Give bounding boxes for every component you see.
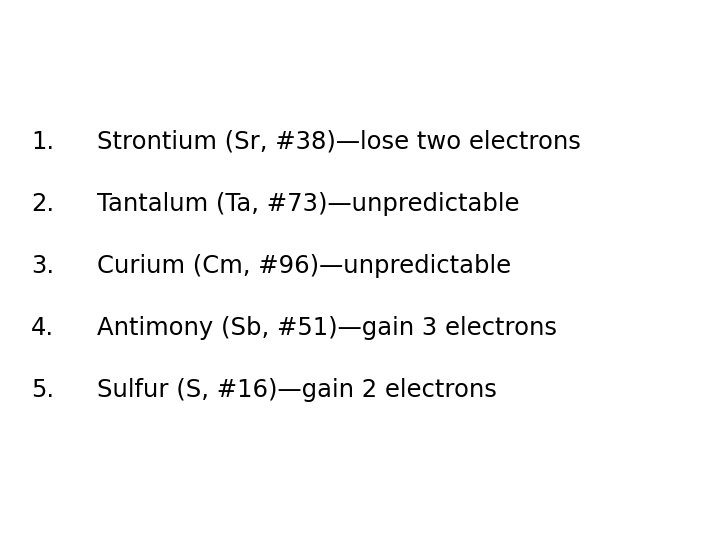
Text: Antimony (Sb, #51)—gain 3 electrons: Antimony (Sb, #51)—gain 3 electrons [97, 316, 557, 340]
Text: Strontium (Sr, #38)—lose two electrons: Strontium (Sr, #38)—lose two electrons [97, 130, 581, 153]
Text: Tantalum (Ta, #73)—unpredictable: Tantalum (Ta, #73)—unpredictable [97, 192, 520, 215]
Text: 2.: 2. [31, 192, 54, 215]
Text: 1.: 1. [31, 130, 54, 153]
Text: 3.: 3. [31, 254, 54, 278]
Text: 5.: 5. [31, 378, 54, 402]
Text: 4.: 4. [31, 316, 54, 340]
Text: Curium (Cm, #96)—unpredictable: Curium (Cm, #96)—unpredictable [97, 254, 511, 278]
Text: Sulfur (S, #16)—gain 2 electrons: Sulfur (S, #16)—gain 2 electrons [97, 378, 497, 402]
